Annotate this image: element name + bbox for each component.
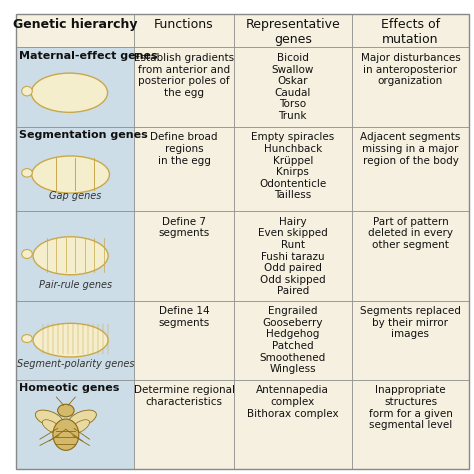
Ellipse shape <box>22 169 32 177</box>
Text: Pair-rule genes: Pair-rule genes <box>39 280 112 290</box>
Ellipse shape <box>33 237 108 275</box>
Text: Inappropriate
structures
form for a given
segmental level: Inappropriate structures form for a give… <box>369 385 452 430</box>
Bar <box>134 211 234 301</box>
Ellipse shape <box>22 86 32 96</box>
Text: Gap genes: Gap genes <box>49 191 101 201</box>
Ellipse shape <box>32 156 109 193</box>
Ellipse shape <box>22 249 32 258</box>
Text: Segments replaced
by their mirror
images: Segments replaced by their mirror images <box>360 306 461 339</box>
Bar <box>352 301 469 380</box>
Text: Establish gradients
from anterior and
posterior poles of
the egg: Establish gradients from anterior and po… <box>134 53 234 98</box>
Ellipse shape <box>33 323 108 357</box>
Ellipse shape <box>53 419 79 450</box>
Text: Define 7
segments: Define 7 segments <box>158 217 210 238</box>
Text: Define broad
regions
in the egg: Define broad regions in the egg <box>150 132 218 165</box>
Ellipse shape <box>22 335 32 343</box>
Bar <box>17 211 134 301</box>
Text: Segmentation genes: Segmentation genes <box>18 130 147 140</box>
Text: Homeotic genes: Homeotic genes <box>18 383 119 393</box>
Bar <box>17 301 134 380</box>
Bar <box>234 380 352 469</box>
Ellipse shape <box>42 419 61 434</box>
Bar <box>17 14 134 47</box>
Bar <box>17 127 134 211</box>
Text: Effects of
mutation: Effects of mutation <box>381 18 440 46</box>
Text: Part of pattern
deleted in every
other segment: Part of pattern deleted in every other s… <box>368 217 453 250</box>
Text: Major disturbances
in anteroposterior
organization: Major disturbances in anteroposterior or… <box>361 53 460 86</box>
Text: Bicoid
Swallow
Oskar
Caudal
Torso
Trunk: Bicoid Swallow Oskar Caudal Torso Trunk <box>272 53 314 121</box>
Bar <box>17 380 134 469</box>
Text: Adjacent segments
missing in a major
region of the body: Adjacent segments missing in a major reg… <box>360 132 461 165</box>
Text: Genetic hierarchy: Genetic hierarchy <box>13 18 137 31</box>
Bar <box>134 301 234 380</box>
Bar <box>134 127 234 211</box>
Bar <box>234 211 352 301</box>
Bar <box>134 47 234 127</box>
Ellipse shape <box>31 73 108 112</box>
Text: Define 14
segments: Define 14 segments <box>158 306 210 328</box>
Bar <box>352 14 469 47</box>
Ellipse shape <box>36 410 64 427</box>
Text: Maternal-effect genes: Maternal-effect genes <box>18 51 157 61</box>
Text: Antennapedia
complex
Bithorax complex: Antennapedia complex Bithorax complex <box>247 385 338 419</box>
Text: Empty spiracles
Hunchback
Krüppel
Knirps
Odontenticle
Tailless: Empty spiracles Hunchback Krüppel Knirps… <box>251 132 334 201</box>
Text: Hairy
Even skipped
Runt
Fushi tarazu
Odd paired
Odd skipped
Paired: Hairy Even skipped Runt Fushi tarazu Odd… <box>258 217 328 296</box>
Text: Functions: Functions <box>154 18 214 31</box>
Bar <box>234 47 352 127</box>
Bar <box>352 380 469 469</box>
Text: Representative
genes: Representative genes <box>246 18 340 46</box>
Bar <box>134 380 234 469</box>
Ellipse shape <box>58 404 74 417</box>
Ellipse shape <box>68 410 96 427</box>
Text: Determine regional
characteristics: Determine regional characteristics <box>134 385 235 407</box>
Bar <box>134 14 234 47</box>
Bar <box>352 211 469 301</box>
Bar <box>352 47 469 127</box>
Text: Segment-polarity genes: Segment-polarity genes <box>17 359 134 369</box>
Bar <box>234 301 352 380</box>
Bar <box>234 127 352 211</box>
Bar <box>352 127 469 211</box>
Text: Engrailed
Gooseberry
Hedgehog
Patched
Smoothened
Wingless: Engrailed Gooseberry Hedgehog Patched Sm… <box>260 306 326 374</box>
Ellipse shape <box>71 419 90 434</box>
Bar <box>17 47 134 127</box>
Bar <box>234 14 352 47</box>
